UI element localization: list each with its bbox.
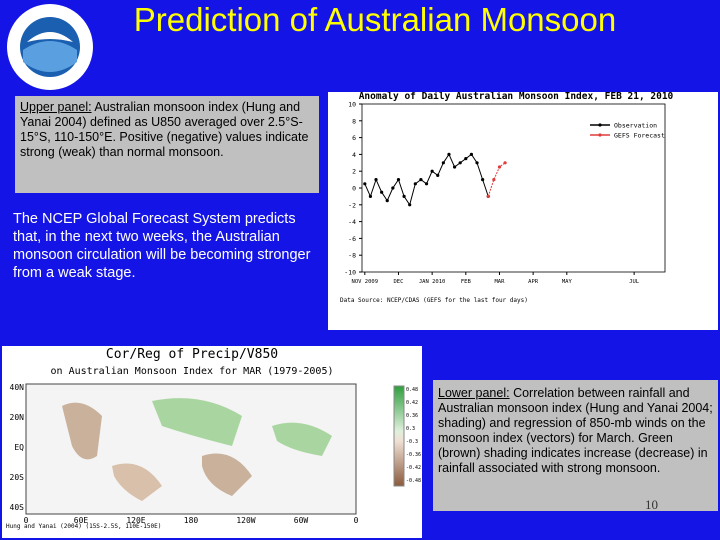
lat-label: 40N: [10, 383, 25, 392]
map-footnote: Hung and Yanai (2004) (15S-2.5S, 110E-15…: [6, 523, 161, 530]
legend-marker: [598, 123, 602, 127]
lon-label: 0: [24, 516, 29, 525]
data-point: [447, 152, 451, 156]
data-point: [396, 178, 401, 182]
data-point: [436, 173, 440, 177]
noaa-logo: [7, 4, 93, 90]
x-tick-label: MAY: [562, 279, 573, 285]
data-point: [424, 182, 429, 186]
legend-label: GEFS Forecast: [614, 132, 665, 140]
x-tick-label: FEB: [461, 279, 472, 285]
upper-chart-panel: Anomaly of Daily Australian Monsoon Inde…: [328, 91, 718, 330]
data-point: [385, 199, 389, 203]
y-tick-label: -6: [348, 235, 356, 243]
upper-panel-label: Upper panel:: [20, 100, 92, 114]
lon-label: 120E: [126, 516, 145, 525]
colorbar-label: -0.42: [406, 465, 421, 471]
colorbar-label: 0.42: [406, 400, 418, 406]
data-point: [408, 203, 412, 207]
data-point: [475, 161, 479, 165]
y-tick-label: -4: [348, 218, 356, 226]
legend-label: Observation: [614, 122, 657, 130]
y-tick-label: 10: [348, 101, 356, 109]
map: Cor/Reg of Precip/V850 on Australian Mon…: [6, 347, 421, 530]
y-tick-label: -10: [344, 269, 356, 277]
data-point: [413, 182, 417, 186]
data-point: [368, 194, 373, 198]
y-tick-label: 4: [352, 151, 356, 159]
series-line: [364, 153, 489, 206]
data-point: [363, 182, 367, 186]
data-point: [481, 178, 485, 182]
colorbar-label: -0.48: [406, 478, 421, 484]
upper-panel-box: Upper panel: Australian monsoon index (H…: [15, 96, 319, 193]
data-point: [391, 186, 395, 190]
lower-panel-box: Lower panel: Correlation between rainfal…: [433, 380, 718, 511]
data-point: [486, 194, 490, 198]
y-tick-label: -8: [348, 252, 356, 260]
y-tick-label: 0: [352, 185, 356, 193]
upper-panel-text: Australian monsoon index (Hung and Yanai…: [20, 100, 309, 159]
colorbar-label: 0.36: [406, 413, 418, 419]
legend-marker: [598, 133, 602, 137]
middle-text: The NCEP Global Forecast System predicts…: [13, 211, 311, 281]
data-point: [497, 165, 502, 169]
y-tick-label: -2: [348, 201, 356, 209]
series-line: [487, 162, 506, 197]
data-point: [374, 178, 378, 182]
data-point: [469, 152, 474, 156]
chart-title: Anomaly of Daily Australian Monsoon Inde…: [359, 92, 674, 102]
x-tick-label: DEC: [394, 279, 404, 285]
lower-panel-text: Correlation between rainfall and Austral…: [438, 386, 713, 475]
data-point: [492, 178, 496, 182]
lon-label: 180: [184, 516, 199, 525]
lower-panel-label: Lower panel:: [438, 386, 510, 400]
data-point: [430, 169, 434, 173]
x-tick-label: APR: [528, 279, 539, 285]
lat-label: 20N: [10, 413, 25, 422]
lon-label: 60E: [74, 516, 89, 525]
colorbar-label: 0.3: [406, 426, 415, 432]
data-point: [503, 161, 507, 165]
title: Prediction of Australian Monsoon: [133, 1, 617, 38]
x-tick-label: MAR: [495, 279, 506, 285]
x-tick-label: JAN 2010: [419, 279, 446, 285]
lat-label: 40S: [10, 503, 25, 512]
map-title: Cor/Reg of Precip/V850: [106, 347, 278, 362]
x-tick-label: JUL: [629, 279, 640, 285]
y-tick-label: 2: [352, 168, 356, 176]
chart-note: Data Source: NCEP/CDAS (GEFS for the las…: [340, 297, 528, 304]
lon-label: 60W: [294, 516, 309, 525]
lon-label: 0: [354, 516, 359, 525]
page-number: 10: [645, 497, 658, 512]
lon-label: 120W: [236, 516, 255, 525]
data-point: [452, 165, 457, 169]
lower-map-panel: Cor/Reg of Precip/V850 on Australian Mon…: [2, 346, 422, 538]
colorbar-label: -0.36: [406, 452, 421, 458]
y-tick-label: 8: [352, 117, 356, 125]
colorbar-label: 0.48: [406, 387, 418, 393]
data-point: [464, 157, 468, 161]
lat-label: 20S: [10, 473, 25, 482]
y-tick-label: 6: [352, 134, 356, 142]
data-point: [458, 161, 462, 165]
chart: Anomaly of Daily Australian Monsoon Inde…: [340, 91, 674, 304]
colorbar-label: -0.3: [406, 439, 418, 445]
data-point: [419, 178, 423, 182]
data-point: [441, 161, 445, 165]
x-tick-label: NOV 2009: [352, 279, 379, 285]
map-subtitle: on Australian Monsoon Index for MAR (197…: [51, 366, 334, 377]
lat-label: EQ: [14, 443, 24, 452]
data-point: [380, 190, 384, 194]
data-point: [402, 194, 406, 198]
